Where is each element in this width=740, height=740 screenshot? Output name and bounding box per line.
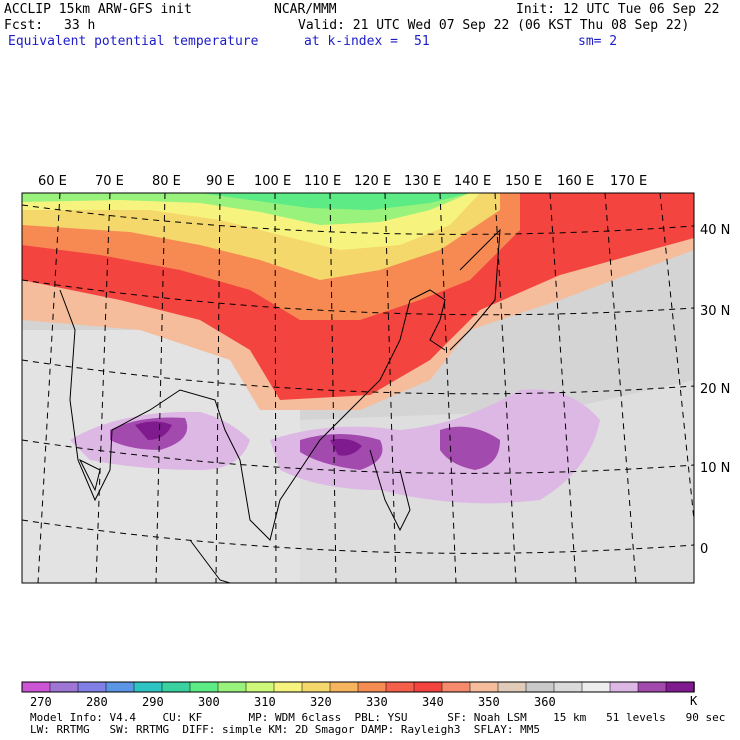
coastlines [59,228,501,583]
lon-label: 150 E [505,174,542,189]
level-value: 51 [414,34,430,49]
colorbar-swatch [637,681,667,693]
lon-label: 160 E [557,174,594,189]
colorbar-label: 280 [86,695,108,709]
lon-label: 100 E [254,174,291,189]
colorbar-swatch [21,681,51,693]
colorbar-label: 300 [198,695,220,709]
colorbar-swatch [553,681,583,693]
lat-label: 30 N [700,304,730,319]
colorbar-swatch [161,681,191,693]
colorbar-swatch [581,681,611,693]
colorbar-swatch [49,681,79,693]
lon-label: 170 E [610,174,647,189]
forecast-hours: 33 h [64,18,96,33]
colorbar-swatch [357,681,387,693]
level-label: at k-index = [304,34,398,49]
colorbar-swatch [665,681,695,693]
colorbar-unit: K [690,694,698,708]
colorbar-swatch [133,681,163,693]
colorbar-swatch [609,681,639,693]
colorbar-swatch [525,681,555,693]
colorbar-swatch [441,681,471,693]
lon-label: 60 E [38,174,67,189]
colorbar-swatch [413,681,443,693]
colorbar-swatch [385,681,415,693]
lat-label: 20 N [700,382,730,397]
colorbar-swatch [217,681,247,693]
colorbar [21,681,695,693]
lat-label: 0 [700,542,708,557]
colorbar-label: 320 [310,695,332,709]
colorbar-swatch [329,681,359,693]
colorbar-frame [21,681,695,693]
lat-label: 40 N [700,223,730,238]
lon-label: 90 E [206,174,235,189]
colorbar-label: 290 [142,695,164,709]
field-name: Equivalent potential temperature [8,34,259,49]
model-info-line2: LW: RRTMG SW: RRTMG DIFF: simple KM: 2D … [30,723,540,736]
colorbar-swatch [497,681,527,693]
lon-label: 120 E [354,174,391,189]
colorbar-swatch [273,681,303,693]
colorbar-swatch [77,681,107,693]
lon-label: 80 E [152,174,181,189]
colorbar-label: 310 [254,695,276,709]
init-time: Init: 12 UTC Tue 06 Sep 22 [516,2,720,17]
forecast-label: Fcst: [4,18,44,33]
colorbar-swatch [245,681,275,693]
model-title: ACCLIP 15km ARW-GFS init [4,2,192,17]
lat-label: 10 N [700,461,730,476]
smoothing-label: sm= 2 [578,34,618,49]
valid-time: Valid: 21 UTC Wed 07 Sep 22 (06 KST Thu … [298,18,690,33]
colorbar-label: 330 [366,695,388,709]
lon-label: 130 E [404,174,441,189]
colorbar-label: 270 [30,695,52,709]
org-label: NCAR/MMM [274,2,337,17]
colorbar-label: 340 [422,695,444,709]
lon-label: 110 E [304,174,341,189]
colorbar-swatch [105,681,135,693]
lon-label: 70 E [95,174,124,189]
map-frame [21,192,695,584]
colorbar-label: 360 [534,695,556,709]
lon-label: 140 E [454,174,491,189]
colorbar-swatch [469,681,499,693]
colorbar-swatch [189,681,219,693]
colorbar-label: 350 [478,695,500,709]
theta-e-field [22,193,694,583]
model-info-line1: Model Info: V4.4 CU: KF MP: WDM 6class P… [30,711,726,724]
colorbar-swatch [301,681,331,693]
